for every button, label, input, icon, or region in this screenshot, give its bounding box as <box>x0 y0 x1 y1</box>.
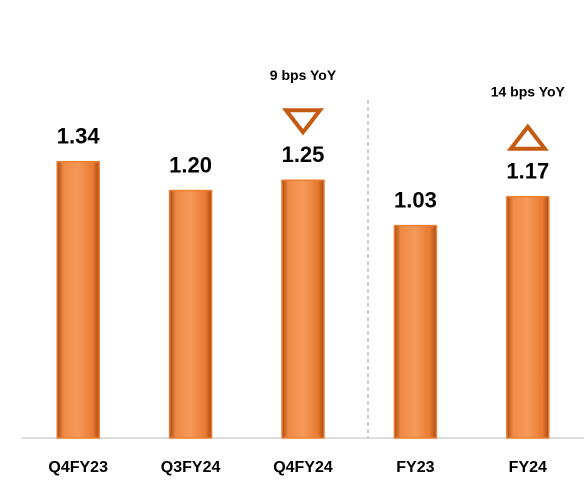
bar <box>281 179 325 439</box>
value-label: 1.34 <box>57 124 101 149</box>
value-label: 1.25 <box>282 142 325 167</box>
x-tick-label: Q4FY23 <box>48 459 108 476</box>
x-tick-label: FY23 <box>396 459 434 476</box>
bar <box>168 189 213 439</box>
value-label: 1.17 <box>506 159 549 184</box>
annotation: 14 bps YoY <box>491 83 566 99</box>
bar <box>56 160 100 439</box>
bar <box>506 196 550 439</box>
annotation: 9 bps YoY <box>270 67 337 83</box>
value-label: 1.20 <box>169 152 212 177</box>
x-tick-label: Q4FY24 <box>273 459 333 476</box>
value-label: 1.03 <box>394 187 437 212</box>
trend-arrow <box>281 108 325 136</box>
trend-arrow <box>506 123 549 151</box>
bar <box>393 224 438 439</box>
x-tick-label: FY24 <box>509 459 547 476</box>
x-tick-label: Q3FY24 <box>161 459 221 476</box>
